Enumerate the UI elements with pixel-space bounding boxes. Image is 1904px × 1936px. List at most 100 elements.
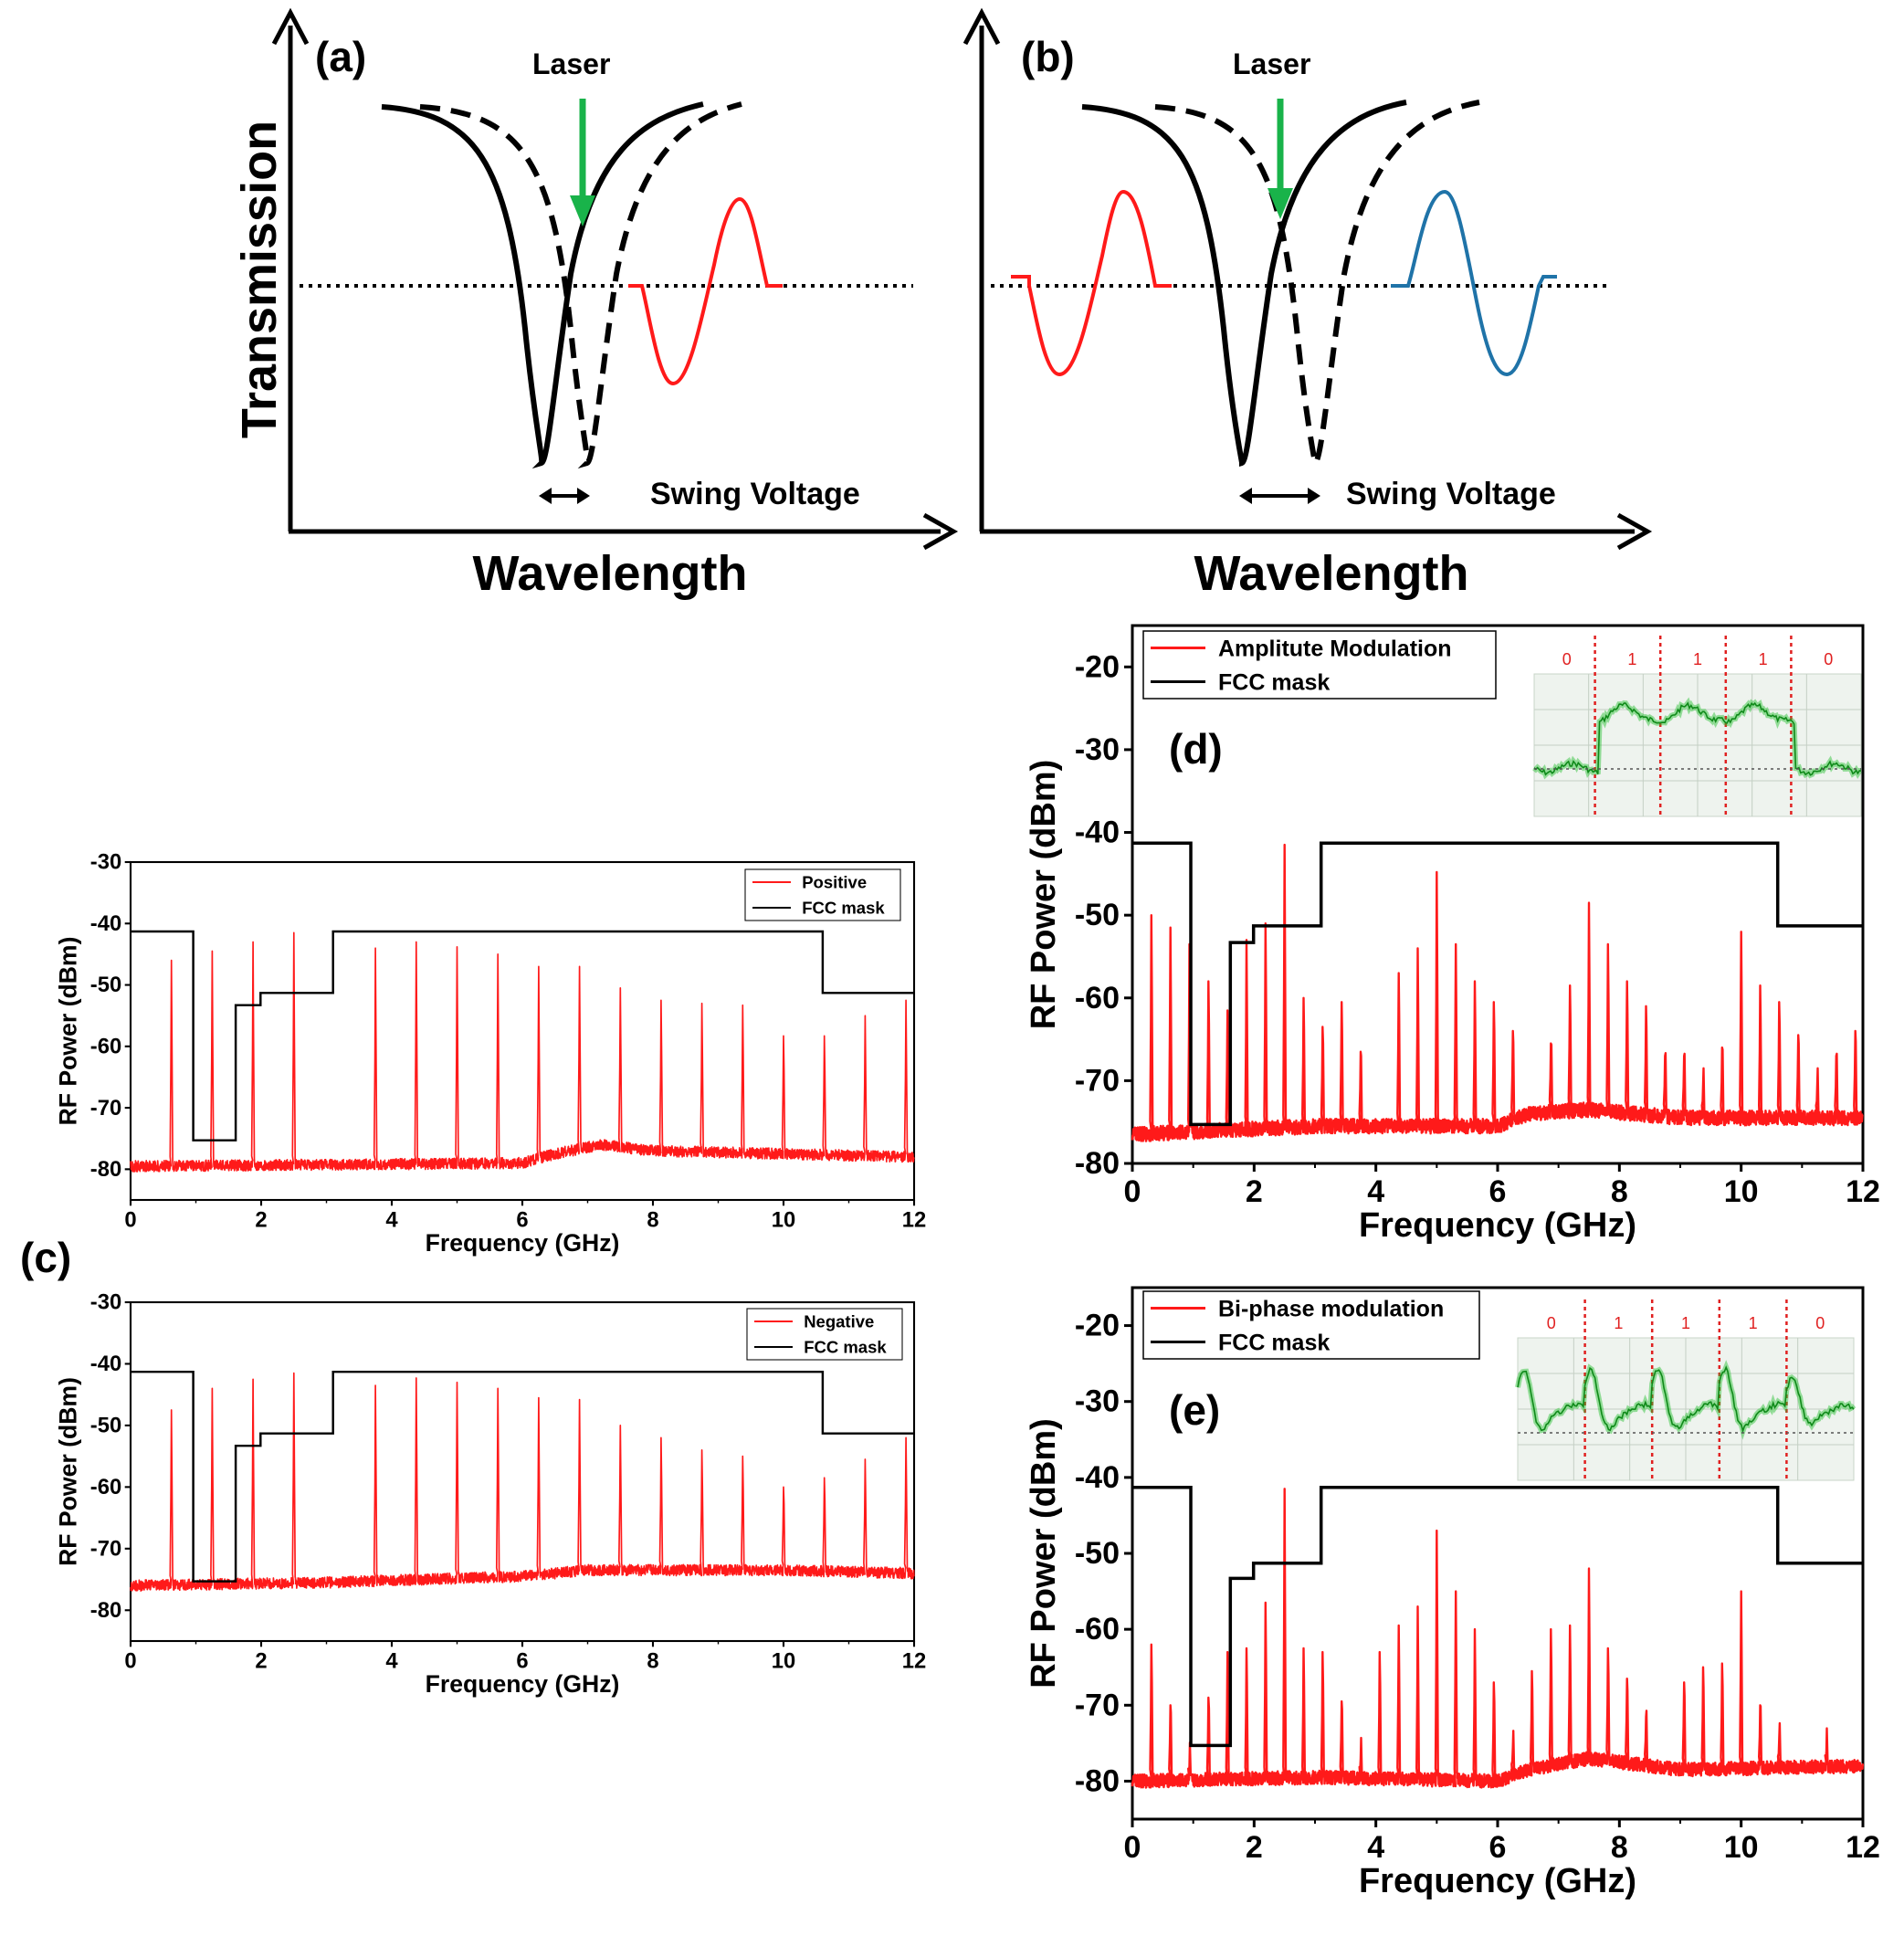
y-axis-label: RF Power (dBm) [1025,1418,1063,1689]
legend-box [1142,1290,1480,1360]
legend-mask-label: FCC mask [1218,1331,1330,1356]
x-tick-label: 10 [1724,1830,1759,1865]
x-tick-label: 8 [1611,1830,1628,1865]
y-tick-label: -20 [1075,649,1120,684]
signal-trace [130,931,915,1173]
inset-bit-label: 1 [1681,1314,1690,1332]
fcc-mask-line [1132,1485,1863,1748]
panel-a-transmission-label: Transmission [232,121,287,438]
panel-b-swing-arrowhead-right [1308,488,1320,504]
x-tick-label: 8 [647,1648,658,1673]
x-tick-label: 4 [385,1207,398,1232]
y-tick-label: -50 [90,1414,121,1438]
legend-signal-label: Bi-phase modulation [1218,1297,1444,1322]
y-tick-label: -50 [1075,898,1120,932]
legend-signal-label: Negative [804,1312,874,1331]
panel-b-laser-label: Laser [1233,47,1310,80]
y-tick-label: -50 [90,973,121,997]
x-axis-label: Frequency (GHz) [426,1670,620,1698]
panel-a-resonance-solid [381,101,704,469]
x-tick-label: 8 [1611,1174,1628,1209]
inset-bit-label: 1 [1627,650,1636,668]
inset-bit-label: 0 [1562,650,1572,668]
y-axis-label: RF Power (dBm) [1025,760,1063,1030]
panel-a-modulated-output [628,196,783,386]
x-tick-label: 4 [1367,1830,1384,1865]
y-axis-label: RF Power (dBm) [55,937,82,1126]
panel-b-label: (b) [1021,33,1075,80]
panel-b-swing-arrowhead-left [1239,488,1252,504]
x-tick-label: 0 [124,1648,136,1673]
legend-mask-label: FCC mask [802,899,885,918]
legend-mask-label: FCC mask [804,1338,887,1357]
x-tick-label: 6 [516,1207,528,1232]
inset-bit-label: 1 [1614,1314,1623,1332]
panel-a-resonance-dashed [419,101,742,469]
panel-a-x-axis-arrowhead [922,512,959,551]
x-tick-label: 10 [772,1207,795,1232]
inset-trace [1517,1365,1855,1434]
y-tick-label: -30 [1075,1384,1120,1419]
chart-c-positive: 0 2 4 6 8 10 12 -30 -40 -50 -60 -70 -80 Frequency (GH… [55,850,927,1257]
panel-b-laser-arrowhead [1268,188,1293,219]
y-tick-label: -60 [1075,981,1120,1015]
y-tick-label: -50 [1075,1536,1120,1571]
panel-a-schematic: (a) Laser Swing Voltage Transmission Wav… [232,7,959,601]
x-tick-label: 4 [385,1648,398,1673]
x-tick-label: 12 [902,1648,926,1673]
y-tick-label: -80 [90,1157,121,1182]
x-tick-label: 2 [255,1207,267,1232]
panel-b-resonance-solid [1081,100,1407,468]
signal-trace [1131,843,1864,1142]
x-tick-label: 10 [772,1648,795,1673]
x-tick-label: 0 [124,1207,136,1232]
fcc-mask-line [1132,841,1863,1127]
y-tick-label: -40 [90,911,121,936]
panel-b-y-axis-arrowhead [963,7,1001,46]
y-tick-label: -70 [1075,1063,1120,1098]
legend-mask-label: FCC mask [1218,670,1330,696]
panel-b-resonance-dashed [1154,100,1480,468]
legend-box [744,868,901,921]
signal-trace [130,1372,915,1592]
x-axis-label: Frequency (GHz) [1359,1862,1636,1900]
x-tick-label: 4 [1367,1174,1384,1209]
panel-a-swing-voltage-label: Swing Voltage [650,477,860,511]
panel-a-wavelength-label: Wavelength [472,546,747,601]
fcc-mask-line [131,930,914,1142]
inset-bit-label: 1 [1749,1314,1758,1332]
inset-bit-label: 1 [1693,650,1702,668]
x-tick-label: 6 [1489,1830,1507,1865]
panel-a-label: (a) [315,33,366,80]
y-tick-label: -30 [1075,732,1120,767]
inset-trace [1533,701,1862,776]
y-tick-label: -20 [1075,1309,1120,1343]
x-tick-label: 0 [1124,1830,1141,1865]
signal-trace [1131,1488,1865,1789]
x-tick-label: 2 [255,1648,267,1673]
y-tick-label: -70 [90,1537,121,1562]
y-axis-label: RF Power (dBm) [55,1377,82,1566]
x-tick-label: 8 [647,1207,658,1232]
x-tick-label: 12 [1846,1174,1880,1209]
y-tick-label: -30 [90,850,121,875]
chart-d-amplitude-modulation: 0 2 4 6 8 10 12-20-30-40-50-60-70-80Frequency … [1025,624,1880,1245]
legend-box [746,1308,903,1361]
y-tick-label: -30 [90,1290,121,1315]
legend-signal-label: Amplitute Modulation [1218,637,1452,662]
x-tick-label: 12 [902,1207,926,1232]
chart-e-biphase-modulation: 0 2 4 6 8 10 12-20-30-40-50-60-70-80Frequency … [1025,1286,1880,1900]
panel-b-schematic: (b) Laser Swing Voltage Wavelength [963,7,1653,601]
panel-b-negative-output [1011,189,1172,377]
y-tick-label: -40 [1075,815,1120,850]
y-tick-label: -60 [1075,1612,1120,1647]
legend-signal-label: Positive [802,873,867,892]
panel-a-y-axis-arrowhead [271,7,310,46]
x-tick-label: 12 [1846,1830,1880,1865]
panel-c-label: (c) [20,1234,71,1281]
panel-b-positive-output [1391,189,1557,377]
y-tick-label: -40 [90,1352,121,1376]
y-tick-label: -60 [90,1475,121,1499]
panel-e-label: (e) [1169,1386,1220,1434]
